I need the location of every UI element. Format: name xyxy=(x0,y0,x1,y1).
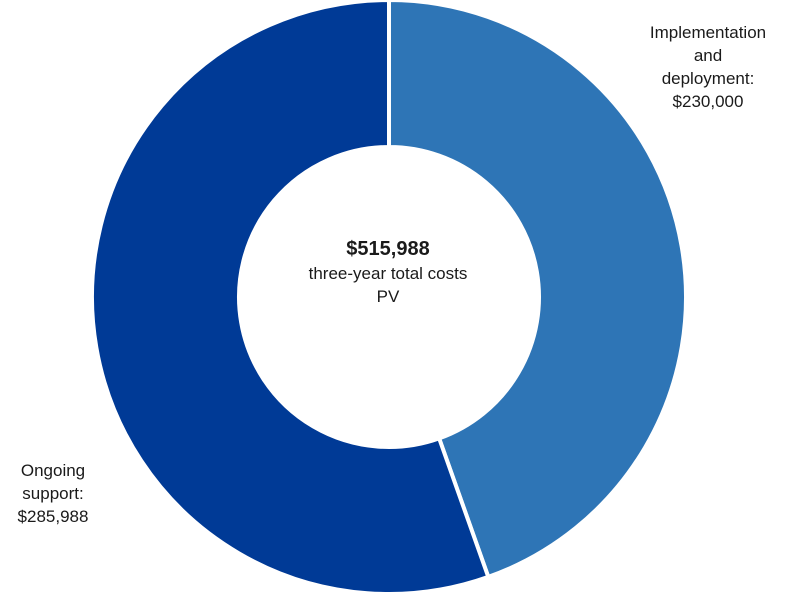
center-total-value: $515,988 xyxy=(346,238,430,260)
slice-ongoing-support xyxy=(90,0,491,594)
slice-label-ongoing-line-1: Ongoing xyxy=(20,461,86,480)
slice-label-implementation-value: $230,000 xyxy=(672,92,744,111)
slice-label-ongoing-support: Ongoing support: $285,988 xyxy=(0,459,106,528)
slice-label-ongoing-line-2: support: xyxy=(22,484,84,503)
slice-label-implementation-line-3: deployment: xyxy=(661,69,755,88)
donut-center-text: $515,988 three-year total costs PV xyxy=(240,236,536,308)
slice-label-implementation-line-2: and xyxy=(693,46,723,65)
center-caption-line-1: three-year total costs xyxy=(308,264,468,283)
slice-implementation-deployment xyxy=(387,0,688,580)
slice-label-implementation: Implementation and deployment: $230,000 xyxy=(616,21,800,113)
slice-label-ongoing-value: $285,988 xyxy=(17,507,89,526)
center-caption-line-2: PV xyxy=(376,287,400,306)
slice-label-implementation-line-1: Implementation xyxy=(649,23,767,42)
